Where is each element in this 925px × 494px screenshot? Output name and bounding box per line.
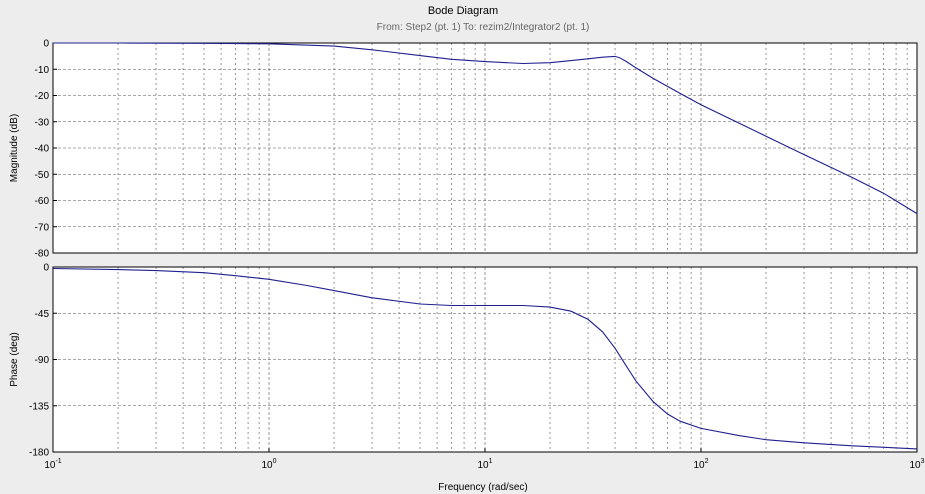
magnitude-axes: 0 -10 -20 -30 -40 -50 -60 -70 -80 Magnitude (dB) bbox=[9, 39, 918, 260]
phase-y-axis-label: Phase (deg) bbox=[9, 332, 20, 386]
magnitude-frame bbox=[52, 42, 918, 254]
magnitude-y-tick-label: -80 bbox=[35, 249, 50, 260]
magnitude-y-tick-label: -30 bbox=[35, 117, 50, 128]
x-tick-label: 101 bbox=[477, 458, 492, 471]
magnitude-y-tick-label: -10 bbox=[35, 65, 50, 76]
magnitude-y-tick-label: -60 bbox=[35, 196, 50, 207]
magnitude-y-tick-label: -50 bbox=[35, 170, 50, 181]
phase-axes: 0 -45 -90 -135 -180 Phase (deg) bbox=[9, 263, 918, 459]
chart-subtitle: From: Step2 (pt. 1) To: rezim2/Integrato… bbox=[377, 22, 590, 33]
magnitude-y-tick-label: 0 bbox=[43, 39, 49, 50]
phase-y-tick-label: -45 bbox=[35, 309, 50, 320]
phase-series-line bbox=[52, 267, 918, 450]
magnitude-y-tick-label: -40 bbox=[35, 144, 50, 155]
phase-y-tick-label: 0 bbox=[43, 263, 49, 274]
x-axis-label: Frequency (rad/sec) bbox=[438, 482, 527, 493]
magnitude-y-axis-label: Magnitude (dB) bbox=[9, 114, 20, 182]
x-tick-label: 100 bbox=[261, 458, 276, 471]
magnitude-y-tick-label: -70 bbox=[35, 222, 50, 233]
phase-y-tick-label: -180 bbox=[29, 448, 49, 459]
magnitude-series-line bbox=[53, 42, 918, 215]
x-tick-label: 10-1 bbox=[44, 458, 61, 471]
x-tick-label: 103 bbox=[909, 458, 924, 471]
chart-title: Bode Diagram bbox=[428, 5, 498, 17]
phase-y-tick-label: -90 bbox=[35, 355, 50, 366]
x-tick-label: 102 bbox=[693, 458, 708, 471]
magnitude-y-tick-label: -20 bbox=[35, 91, 50, 102]
phase-y-tick-label: -135 bbox=[29, 401, 49, 412]
